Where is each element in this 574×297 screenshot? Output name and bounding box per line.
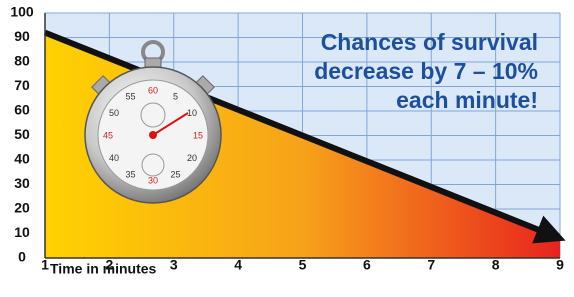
- y-tick-label: 100: [10, 4, 34, 20]
- dial-label: 15: [193, 130, 203, 140]
- x-tick-label: 4: [234, 257, 242, 273]
- y-tick-label: 10: [14, 224, 30, 240]
- dial-label: 60: [148, 85, 158, 95]
- x-tick-label: 8: [492, 257, 500, 273]
- y-tick-label: 80: [14, 53, 30, 69]
- x-tick-label: 9: [556, 257, 564, 273]
- y-tick-label: 50: [14, 126, 30, 142]
- y-tick-label: 30: [14, 175, 30, 191]
- y-tick-label: 60: [14, 102, 30, 118]
- y-tick-label: 70: [14, 77, 30, 93]
- annotation: decrease by 7 – 10%: [314, 58, 538, 84]
- y-tick-label: 40: [14, 151, 30, 167]
- y-tick-label: 20: [14, 200, 30, 216]
- dial-label: 50: [109, 108, 119, 118]
- x-tick-label: 6: [363, 257, 371, 273]
- x-tick-label: 3: [170, 257, 178, 273]
- x-tick-label: 2: [105, 257, 113, 273]
- dial-label: 55: [125, 91, 135, 101]
- x-tick-label: 1: [41, 257, 49, 273]
- chart: Chances of survival decrease by 7 – 10% ea…: [0, 0, 574, 297]
- x-axis-title: Time in minutes: [50, 261, 157, 277]
- dial-label: 10: [187, 108, 197, 118]
- dial-label: 25: [170, 169, 180, 179]
- annotation: Chances of survival: [321, 29, 538, 55]
- y-tick-label: 90: [14, 28, 30, 44]
- x-tick-label: 5: [299, 257, 307, 273]
- dial-label: 35: [125, 169, 135, 179]
- x-tick-label: 7: [427, 257, 435, 273]
- annotation: each minute!: [396, 87, 538, 113]
- dial-label: 45: [103, 130, 113, 140]
- dial-label: 40: [109, 153, 119, 163]
- dial-label: 5: [173, 91, 178, 101]
- y-tick-label: 0: [18, 249, 26, 265]
- dial-label: 20: [187, 153, 197, 163]
- dial-label: 30: [148, 175, 158, 185]
